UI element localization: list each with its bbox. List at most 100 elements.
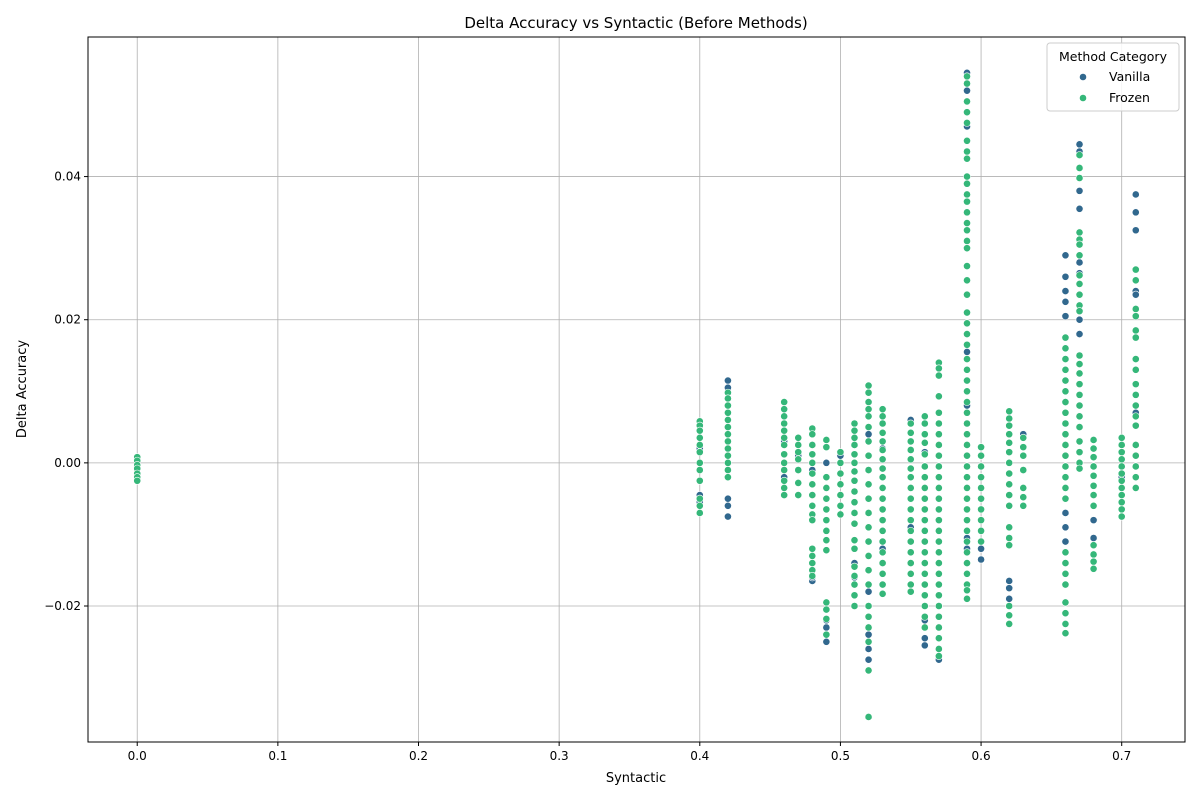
data-point-vanilla	[724, 512, 732, 521]
data-point-frozen	[864, 388, 873, 397]
data-point-frozen	[808, 559, 817, 567]
data-point-frozen	[808, 516, 817, 525]
data-point-vanilla	[1075, 140, 1084, 149]
chart-title: Delta Accuracy vs Syntactic (Before Meth…	[464, 14, 807, 32]
data-point-frozen	[836, 458, 845, 467]
data-point-frozen	[920, 548, 929, 557]
data-point-frozen	[695, 426, 704, 435]
data-point-frozen	[822, 505, 831, 514]
data-point-frozen	[977, 516, 985, 525]
data-point-frozen	[1061, 548, 1070, 557]
data-point-frozen	[850, 536, 859, 545]
data-point-frozen	[808, 480, 817, 489]
data-point-frozen	[1117, 433, 1126, 442]
data-point-frozen	[963, 72, 971, 81]
data-point-frozen	[864, 537, 873, 546]
data-point-frozen	[963, 559, 971, 567]
data-point-frozen	[1005, 501, 1014, 510]
data-point-frozen	[780, 398, 789, 406]
data-point-frozen	[920, 505, 929, 514]
data-point-frozen	[1075, 351, 1084, 360]
data-point-frozen	[920, 473, 929, 482]
data-point-frozen	[906, 484, 915, 492]
data-point-frozen	[963, 569, 971, 578]
data-point-frozen	[1131, 276, 1140, 285]
data-point-frozen	[780, 433, 789, 442]
y-axis-ticks: −0.02 0.00 0.02 0.04	[44, 170, 88, 613]
data-point-frozen	[963, 462, 971, 471]
data-points	[133, 68, 1140, 721]
data-point-frozen	[1019, 443, 1028, 452]
data-point-frozen	[1131, 473, 1140, 482]
y-axis-label: Delta Accuracy	[15, 340, 30, 438]
data-point-frozen	[1005, 611, 1014, 620]
data-point-frozen	[1117, 448, 1126, 457]
data-point-frozen	[963, 197, 971, 206]
data-point-vanilla	[864, 655, 873, 664]
data-point-frozen	[822, 436, 831, 444]
data-point-frozen	[1019, 493, 1028, 502]
data-point-frozen	[906, 580, 915, 589]
data-point-frozen	[878, 580, 887, 589]
data-point-frozen	[934, 623, 943, 632]
data-point-frozen	[878, 437, 887, 446]
data-point-frozen	[878, 559, 887, 567]
data-point-frozen	[808, 572, 817, 580]
data-point-frozen	[1005, 534, 1014, 542]
data-point-frozen	[906, 494, 915, 503]
data-point-frozen	[963, 419, 971, 428]
data-point-frozen	[963, 237, 971, 245]
data-point-frozen	[1061, 344, 1070, 353]
x-axis-label: Syntactic	[606, 771, 666, 786]
data-point-frozen	[695, 476, 704, 485]
data-point-vanilla	[724, 494, 732, 503]
data-point-frozen	[934, 652, 943, 661]
data-point-frozen	[822, 516, 831, 525]
data-point-frozen	[724, 473, 732, 482]
data-point-vanilla	[1089, 516, 1098, 525]
data-point-frozen	[1061, 430, 1070, 439]
data-point-frozen	[963, 290, 971, 299]
data-point-frozen	[808, 450, 817, 459]
data-point-frozen	[963, 108, 971, 117]
data-point-frozen	[906, 559, 915, 567]
data-point-frozen	[864, 580, 873, 589]
data-point-frozen	[822, 536, 831, 545]
data-point-frozen	[878, 505, 887, 514]
data-point-frozen	[977, 484, 985, 492]
data-point-frozen	[934, 612, 943, 621]
data-point-frozen	[724, 451, 732, 460]
data-point-frozen	[695, 433, 704, 442]
data-point-frozen	[1117, 462, 1126, 471]
data-point-frozen	[822, 494, 831, 503]
data-point-frozen	[1061, 355, 1070, 363]
data-point-frozen	[822, 526, 831, 535]
data-point-frozen	[864, 405, 873, 414]
data-point-frozen	[920, 462, 929, 471]
data-point-frozen	[695, 509, 704, 517]
data-point-frozen	[822, 630, 831, 639]
data-point-frozen	[920, 602, 929, 610]
data-point-frozen	[864, 466, 873, 474]
data-point-frozen	[977, 473, 985, 482]
data-point-frozen	[906, 548, 915, 557]
data-point-frozen	[878, 569, 887, 578]
data-point-frozen	[1131, 312, 1140, 321]
data-point-vanilla	[1005, 584, 1014, 593]
data-point-frozen	[1075, 174, 1084, 182]
data-point-frozen	[864, 480, 873, 489]
data-point-frozen	[977, 505, 985, 514]
data-point-frozen	[780, 441, 789, 449]
data-point-frozen	[1061, 398, 1070, 406]
data-point-frozen	[1005, 458, 1014, 467]
data-point-frozen	[850, 433, 859, 442]
data-point-frozen	[1061, 419, 1070, 428]
data-point-vanilla	[864, 645, 873, 653]
data-point-frozen	[878, 428, 887, 437]
data-point-frozen	[920, 559, 929, 567]
data-point-frozen	[1061, 629, 1070, 638]
legend-label-frozen: Frozen	[1109, 90, 1150, 105]
x-tick-label: 0.7	[1112, 749, 1131, 763]
data-point-frozen	[906, 455, 915, 464]
data-point-frozen	[1131, 265, 1140, 274]
